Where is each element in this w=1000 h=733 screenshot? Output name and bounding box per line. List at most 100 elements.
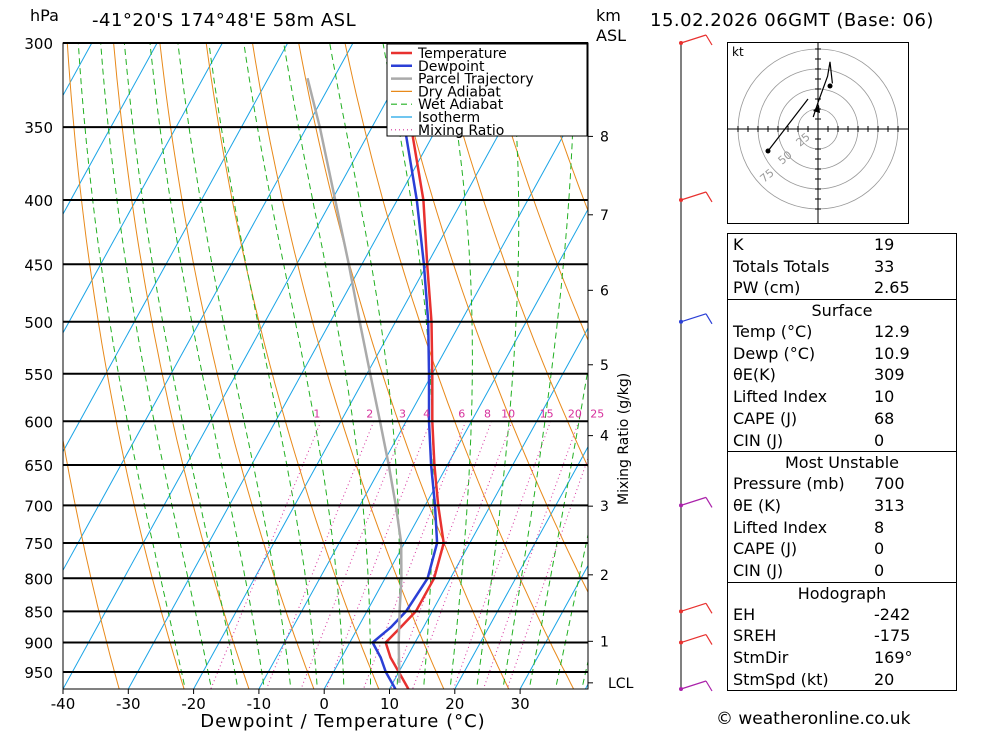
pressure-tick-label: 400	[24, 192, 53, 210]
index-row: Pressure (mb) 700	[728, 473, 956, 495]
index-value: -242	[874, 604, 911, 624]
wet-adiabat-line	[283, 43, 371, 689]
wet-adiabat-line	[177, 43, 292, 689]
dry-adiabat-line	[344, 43, 575, 689]
x-tick-label: 20	[445, 695, 464, 713]
wind-barb	[680, 313, 707, 323]
wind-barb-flag	[705, 634, 713, 645]
hodograph-storm-marker	[813, 105, 820, 113]
index-value: 20	[874, 669, 895, 689]
wind-barb-flag	[705, 497, 713, 508]
x-tick-label: 30	[511, 695, 530, 713]
wind-barb-flag	[705, 680, 713, 692]
index-row: θE (K) 313	[728, 495, 956, 517]
legend-entry: Dry Adiabat	[418, 84, 501, 100]
x-tick-label: -40	[51, 695, 76, 713]
pressure-tick-label: 800	[24, 570, 53, 588]
wind-barb	[680, 680, 707, 690]
isotherm-line	[454, 445, 588, 689]
height-tick-label: 5	[600, 358, 609, 374]
isotherm-line	[63, 43, 354, 572]
index-value: 313	[874, 495, 905, 515]
index-label: PW (cm)	[733, 278, 801, 298]
index-value: 169°	[874, 648, 913, 667]
legend-box	[386, 43, 588, 137]
index-label: StmDir	[733, 648, 789, 667]
index-value: 10	[874, 387, 895, 407]
x-tick-label: -20	[181, 695, 206, 713]
mixing-ratio-label: 15	[540, 407, 554, 420]
index-value: 10.9	[874, 343, 910, 363]
index-label: Pressure (mb)	[733, 474, 845, 494]
wet-adiabat-line	[554, 532, 588, 689]
index-label: Dewp (°C)	[733, 343, 816, 363]
dry-adiabat-line	[63, 437, 120, 689]
mixing-ratio-line	[210, 421, 322, 689]
index-row: Dewp (°C) 10.9	[728, 343, 956, 365]
pressure-unit-label: hPa	[30, 6, 59, 25]
index-value: 0	[874, 539, 885, 559]
dry-adiabat-line	[205, 43, 380, 689]
pressure-tick-label: 900	[24, 635, 53, 653]
index-label: θE(K)	[733, 365, 776, 385]
hodograph-point	[827, 83, 833, 89]
x-tick-label: 0	[319, 695, 329, 713]
index-label: CIN (J)	[733, 560, 784, 580]
index-row: EH -242	[728, 604, 956, 626]
mixing-ratio-label: 1	[313, 407, 320, 420]
height-tick-label: LCL	[608, 676, 634, 692]
pressure-tick-label: 950	[24, 664, 53, 682]
index-row: CIN (J) 0	[728, 430, 956, 452]
most-unstable-section-title: Most Unstable	[728, 451, 956, 473]
index-value: 0	[874, 430, 885, 450]
mixing-ratio-label: 3	[399, 407, 406, 420]
isotherm-line	[63, 43, 419, 689]
dry-adiabat-line	[483, 43, 588, 342]
mixing-ratio-label: 25	[590, 407, 604, 420]
wet-adiabat-line	[100, 43, 213, 689]
index-value: 12.9	[874, 322, 910, 342]
dry-adiabat-line	[252, 43, 445, 689]
wet-adiabat-line	[443, 43, 473, 689]
mixing-ratio-label: 6	[458, 407, 465, 420]
index-row: CAPE (J) 68	[728, 408, 956, 430]
mixing-ratio-label: 20	[568, 407, 582, 420]
dry-adiabat-line	[298, 43, 510, 689]
height-tick-label: 6	[600, 283, 609, 299]
mixing-ratio-label: 2	[366, 407, 373, 420]
index-label: Lifted Index	[733, 517, 828, 537]
index-label: K	[733, 235, 744, 254]
isotherm-line	[0, 43, 27, 689]
height-tick-label: 2	[600, 568, 609, 584]
height-tick-label: 8	[600, 129, 609, 145]
index-label: CAPE (J)	[733, 539, 798, 559]
index-label: Totals Totals	[733, 256, 830, 276]
plot-border	[62, 42, 589, 690]
wind-barb	[680, 191, 707, 201]
index-label: θE (K)	[733, 495, 781, 515]
index-row: Lifted Index 8	[728, 517, 956, 539]
height-unit-asl: ASL	[596, 26, 627, 45]
isotherm-line	[519, 564, 588, 689]
series-parcel-trajectory	[306, 77, 403, 683]
wind-barb-flag	[705, 603, 713, 614]
copyright-footer: © weatheronline.co.uk	[716, 709, 911, 729]
pressure-tick-label: 750	[24, 535, 53, 553]
index-row: CAPE (J) 0	[728, 538, 956, 560]
index-value: 700	[874, 474, 905, 494]
hodograph-unit: kt	[732, 45, 744, 59]
mixing-ratio-line	[453, 421, 552, 689]
wet-adiabat-line	[123, 43, 239, 689]
mixing-ratio-line	[300, 421, 407, 689]
wet-adiabat-line	[528, 366, 588, 689]
pressure-tick-label: 350	[24, 119, 53, 137]
wet-adiabat-line	[208, 43, 318, 689]
x-tick-label: 10	[380, 695, 399, 713]
isotherm-line	[127, 43, 485, 689]
indices-table: K 19 Totals Totals 33 PW (cm) 2.65 Surface Temp…	[727, 233, 957, 692]
mixing-ratio-label: 4	[423, 407, 430, 420]
index-label: CAPE (J)	[733, 408, 798, 428]
wind-barb	[680, 34, 707, 44]
index-value: 0	[874, 560, 885, 580]
